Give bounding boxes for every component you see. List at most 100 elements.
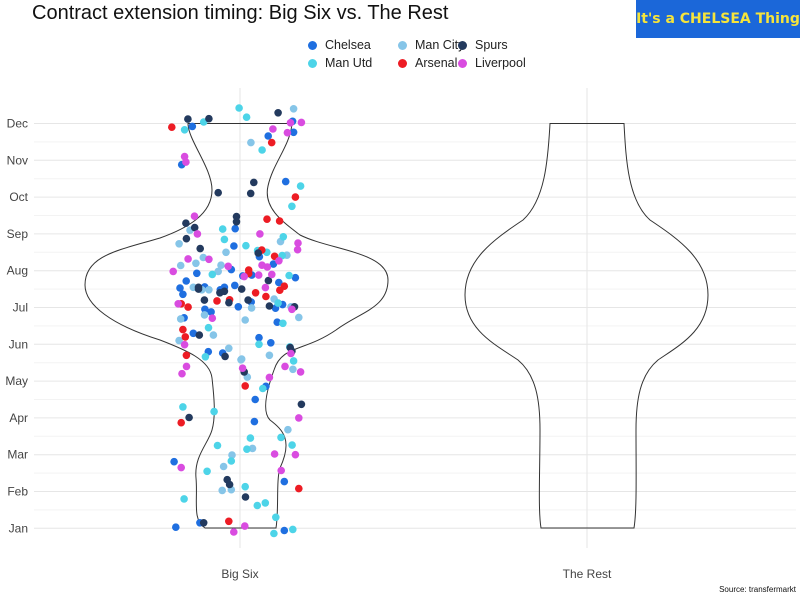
y-tick-label: Mar <box>7 448 28 462</box>
data-point <box>270 450 279 458</box>
data-point <box>251 289 260 297</box>
data-point <box>267 138 276 147</box>
data-point <box>213 441 222 450</box>
legend-label: Arsenal <box>415 56 458 70</box>
data-point <box>289 128 298 137</box>
y-tick-label: Sep <box>7 227 29 241</box>
legend-swatch <box>458 58 467 68</box>
legend-swatch <box>458 40 467 50</box>
data-point <box>251 395 259 404</box>
data-point <box>280 526 289 535</box>
data-point <box>176 261 185 270</box>
data-point <box>209 331 218 339</box>
data-point <box>208 314 217 323</box>
data-point <box>273 318 282 327</box>
data-point <box>214 267 222 276</box>
data-point <box>263 263 272 271</box>
data-point <box>254 271 263 279</box>
y-tick-label: Feb <box>7 485 28 499</box>
data-point <box>170 457 178 466</box>
data-point <box>184 255 192 263</box>
data-point <box>297 118 306 127</box>
y-tick-label: Jun <box>9 337 28 351</box>
data-point <box>169 267 177 276</box>
data-point <box>264 276 273 285</box>
data-point <box>259 384 267 393</box>
data-point <box>177 463 185 472</box>
data-point <box>194 283 203 292</box>
data-point <box>179 290 187 299</box>
data-point <box>241 493 250 501</box>
data-point <box>199 519 208 527</box>
data-point <box>175 336 183 345</box>
legend-item: Spurs <box>458 38 508 52</box>
data-point <box>208 270 217 279</box>
data-point <box>177 418 185 427</box>
data-point <box>243 445 251 454</box>
legend-label: Chelsea <box>325 38 371 52</box>
data-point <box>201 305 209 314</box>
data-point <box>237 356 245 364</box>
legend-label: Man City <box>415 38 465 52</box>
x-tick-label: The Rest <box>563 567 612 581</box>
y-tick-label: Oct <box>9 190 28 204</box>
legend-item: Arsenal <box>398 56 457 70</box>
legend-item: Man City <box>398 38 464 52</box>
data-point <box>235 104 243 112</box>
data-point <box>190 223 199 232</box>
data-point <box>225 480 234 489</box>
data-point <box>195 331 204 339</box>
data-point <box>281 362 289 371</box>
legend-label: Man Utd <box>325 56 373 70</box>
data-point <box>200 296 209 304</box>
data-point <box>295 484 303 493</box>
y-tick-label: Apr <box>9 411 28 425</box>
data-point <box>193 269 201 278</box>
data-point <box>287 349 295 358</box>
data-point <box>232 212 241 221</box>
data-point <box>242 113 251 121</box>
data-point <box>242 241 250 250</box>
data-point <box>265 373 274 382</box>
data-point <box>296 182 305 190</box>
legend-swatch <box>398 58 407 68</box>
series-man-utd <box>179 104 305 538</box>
data-point <box>182 277 190 285</box>
data-point <box>230 242 238 250</box>
legend-label: Liverpool <box>475 56 526 70</box>
legend-swatch <box>308 58 317 68</box>
data-point <box>168 123 176 131</box>
data-point <box>230 528 238 536</box>
y-tick-label: Jul <box>13 301 28 315</box>
data-point <box>205 114 213 123</box>
data-point <box>250 178 258 187</box>
data-point <box>258 146 266 154</box>
data-point <box>281 177 290 186</box>
data-point <box>228 451 236 459</box>
data-point <box>241 316 249 324</box>
data-point <box>268 270 276 279</box>
data-point <box>280 477 289 486</box>
data-point <box>180 340 189 349</box>
violin-the-rest <box>464 123 709 529</box>
data-point <box>201 353 210 361</box>
data-point <box>272 513 280 522</box>
data-point <box>231 281 239 290</box>
data-point <box>193 230 202 238</box>
data-point <box>217 261 225 270</box>
data-point <box>180 495 188 503</box>
data-point <box>275 217 284 225</box>
data-point <box>224 262 232 271</box>
data-point <box>289 105 298 113</box>
data-point <box>297 400 306 409</box>
x-tick-label: Big Six <box>221 567 258 581</box>
data-point <box>295 414 303 422</box>
y-tick-label: Jan <box>9 521 28 535</box>
data-point <box>247 304 256 312</box>
data-point <box>200 311 209 319</box>
data-point <box>225 298 233 307</box>
data-point <box>172 523 180 531</box>
data-point <box>289 525 297 534</box>
data-point <box>269 125 277 133</box>
